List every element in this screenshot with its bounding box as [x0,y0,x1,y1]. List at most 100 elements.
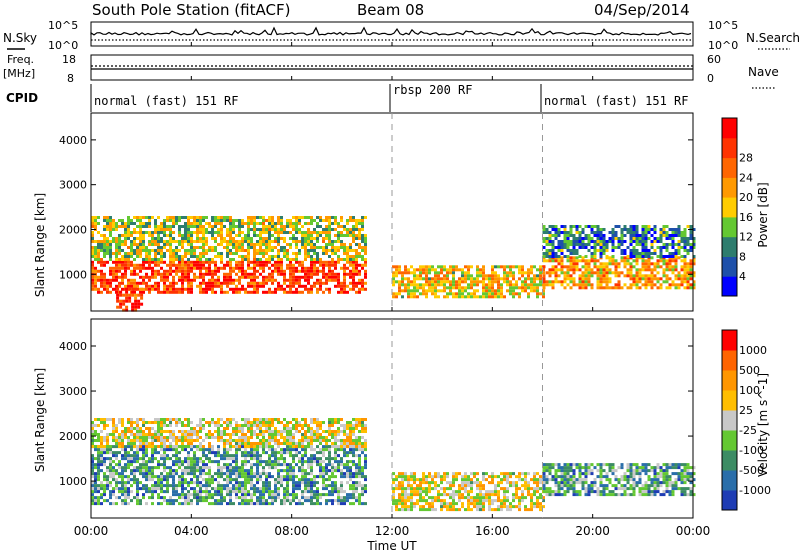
heatmap-cell [410,292,413,296]
heatmap-cell [295,451,298,455]
heatmap-cell [641,234,645,237]
heatmap-cell [193,255,196,258]
heatmap-cell [361,255,364,258]
heatmap-cell [683,249,687,252]
heatmap-cell [256,460,259,464]
heatmap-cell [307,487,310,491]
heatmap-cell [223,496,226,500]
heatmap-cell [142,231,145,234]
heatmap-cell [331,216,334,219]
heatmap-cell [467,265,470,269]
heatmap-cell [175,287,178,291]
heatmap-cell [346,427,349,430]
heatmap-cell [686,262,690,266]
heatmap-cell [602,265,606,269]
heatmap-cell [208,269,211,273]
heatmap-cell [175,269,178,273]
heatmap-cell [121,287,124,291]
heatmap-cell [307,290,310,294]
heatmap-cell [262,436,265,439]
heatmap-cell [274,433,277,436]
heatmap-cell [116,299,120,303]
heatmap-cell [458,283,461,287]
heatmap-cell [319,460,322,464]
heatmap-cell [650,252,654,255]
heatmap-cell [352,448,355,452]
heatmap-cell [100,457,103,461]
heatmap-cell [316,278,319,282]
heatmap-cell [677,277,681,281]
heatmap-cell [238,287,241,291]
heatmap-cell [118,496,121,500]
heatmap-cell [247,481,250,485]
heatmap-cell [686,240,690,243]
heatmap-cell [226,427,229,430]
heatmap-cell [563,255,567,258]
heatmap-cell [109,496,112,500]
heatmap-cell [226,481,229,485]
heatmap-cell [241,243,244,246]
heatmap-cell [91,463,94,467]
heatmap-cell [205,454,208,458]
heatmap-cell [265,451,268,455]
heatmap-cell [157,269,160,273]
heatmap-cell [301,225,304,228]
heatmap-cell [202,272,205,276]
heatmap-cell [247,258,250,261]
heatmap-cell [265,463,268,467]
heatmap-cell [434,286,437,290]
heatmap-cell [190,278,193,282]
heatmap-cell [572,256,576,260]
heatmap-cell [307,496,310,500]
heatmap-cell [118,433,121,436]
heatmap-cell [334,484,337,488]
heatmap-cell [112,225,115,228]
heatmap-cell [268,272,271,276]
heatmap-cell [358,246,361,249]
heatmap-cell [316,460,319,464]
heatmap-cell [455,286,458,290]
heatmap-cell [506,289,509,293]
heatmap-cell [358,475,361,479]
heatmap-cell [142,469,145,473]
heatmap-cell [343,499,346,503]
heatmap-cell [262,496,265,500]
heatmap-cell [268,222,271,225]
heatmap-cell [262,243,265,246]
heatmap-cell [301,490,304,494]
heatmap-cell [295,448,298,452]
heatmap-cell [163,234,166,237]
heatmap-cell [608,268,612,272]
heatmap-cell [133,433,136,436]
heatmap-cell [316,231,319,234]
heatmap-cell [656,271,660,275]
heatmap-cell [644,283,648,287]
heatmap-cell [328,278,331,282]
heatmap-cell [244,442,247,445]
heatmap-cell [665,249,669,252]
heatmap-cell [217,463,220,467]
heatmap-cell [199,216,202,219]
heatmap-cell [271,418,274,421]
heatmap-cell [506,277,509,281]
heatmap-cell [416,274,419,278]
heatmap-cell [220,225,223,228]
heatmap-cell [349,484,352,488]
heatmap-cell [136,496,139,500]
heatmap-cell [557,234,561,237]
heatmap-cell [184,234,187,237]
heatmap-cell [482,295,485,299]
heatmap-cell [325,263,328,267]
heatmap-cell [184,225,187,228]
heatmap-cell [560,249,564,252]
heatmap-cell [145,421,148,424]
heatmap-cell [593,271,597,275]
heatmap-cell [473,280,476,284]
heatmap-cell [524,277,527,281]
heatmap-cell [431,283,434,287]
heatmap-cell [122,302,126,306]
heatmap-cell [199,487,202,491]
heatmap-cell [563,271,567,275]
heatmap-cell [121,475,124,479]
heatmap-cell [265,249,268,252]
